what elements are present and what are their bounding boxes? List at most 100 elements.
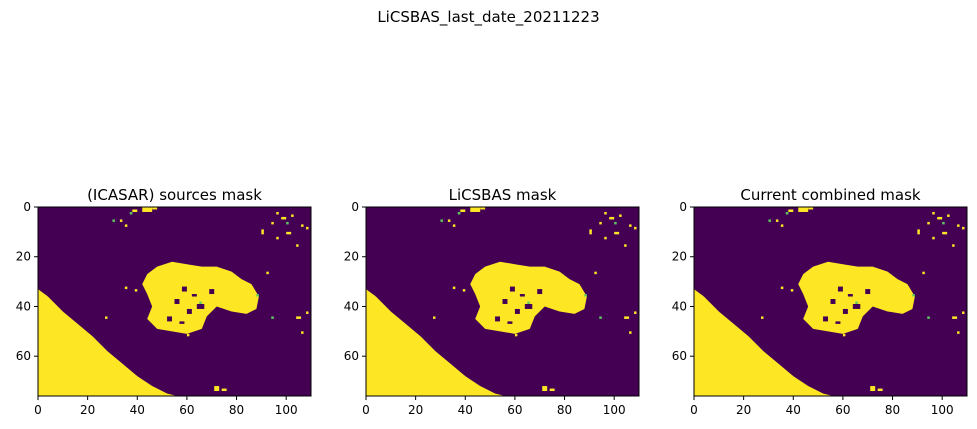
central-region bbox=[142, 261, 259, 334]
mask-edge-pixel bbox=[912, 294, 915, 297]
x-tick-label: 60 bbox=[835, 403, 850, 417]
mask-speckle bbox=[629, 331, 632, 334]
mask-speckle bbox=[957, 331, 960, 334]
y-tick-label: 60 bbox=[672, 349, 687, 363]
mask-speckle bbox=[105, 316, 108, 319]
mask-edge-pixel bbox=[584, 294, 587, 297]
y-tick-label: 20 bbox=[16, 250, 31, 264]
mask-speckle bbox=[629, 224, 632, 227]
mask-speckle bbox=[609, 216, 615, 220]
mask-speckle bbox=[124, 224, 128, 227]
mask-speckle bbox=[447, 219, 451, 222]
mask-speckle bbox=[594, 271, 597, 275]
mask-speckle bbox=[917, 229, 920, 235]
mask-hole bbox=[174, 299, 180, 304]
mask-speckle bbox=[301, 224, 304, 227]
mask-edge-pixel bbox=[768, 219, 771, 222]
mask-speckle bbox=[306, 226, 309, 230]
mask-speckle bbox=[922, 271, 925, 275]
mask-speckle bbox=[780, 286, 784, 290]
mask-speckle bbox=[775, 219, 779, 222]
y-tick-label: 20 bbox=[672, 250, 687, 264]
mask-hole bbox=[495, 316, 501, 322]
mask-speckle bbox=[276, 236, 279, 240]
mask-speckle bbox=[932, 211, 935, 215]
panel-title: (ICASAR) sources mask bbox=[87, 186, 262, 204]
y-tick-label: 60 bbox=[344, 349, 359, 363]
mask-speckle bbox=[480, 207, 486, 210]
x-tick-label: 80 bbox=[557, 403, 572, 417]
mask-speckle bbox=[261, 229, 264, 235]
mask-speckle bbox=[142, 207, 153, 212]
mask-speckle bbox=[842, 333, 846, 337]
mask-speckle bbox=[214, 386, 220, 392]
mask-hole bbox=[181, 286, 187, 292]
mask-edge-pixel bbox=[256, 294, 259, 297]
panel-title: Current combined mask bbox=[740, 186, 920, 204]
panel-title: LiCSBAS mask bbox=[449, 186, 557, 204]
mask-speckle bbox=[932, 236, 935, 240]
mask-speckle bbox=[614, 231, 620, 235]
mask-speckle bbox=[152, 207, 158, 210]
mask-edge-pixel bbox=[199, 301, 202, 304]
mask-speckle bbox=[624, 244, 627, 247]
mask-hole bbox=[835, 321, 841, 324]
y-tick-label: 20 bbox=[344, 250, 359, 264]
x-tick-label: 100 bbox=[931, 403, 954, 417]
mask-speckle bbox=[132, 209, 138, 212]
mask-hole bbox=[167, 316, 173, 322]
mask-speckle bbox=[624, 316, 630, 319]
mask-speckle bbox=[549, 388, 555, 392]
x-tick-label: 0 bbox=[362, 403, 370, 417]
mask-speckle bbox=[604, 236, 607, 240]
mask-hole bbox=[830, 299, 836, 304]
x-tick-label: 0 bbox=[690, 403, 698, 417]
mask-speckle bbox=[514, 333, 518, 337]
mask-panel-licsbas: LiCSBAS mask 0 20 40 60 80 100 0 20 40 60 bbox=[344, 186, 640, 417]
y-tick-label: 60 bbox=[16, 349, 31, 363]
y-tick-label: 40 bbox=[16, 299, 31, 313]
mask-speckle bbox=[296, 244, 299, 247]
mask-image bbox=[38, 207, 311, 396]
x-tick-label: 20 bbox=[408, 403, 423, 417]
mask-speckle bbox=[281, 216, 287, 220]
mask-hole bbox=[502, 299, 508, 304]
mask-edge-pixel bbox=[129, 211, 133, 215]
mask-hole bbox=[196, 303, 205, 309]
mask-speckle bbox=[798, 207, 809, 212]
mask-hole bbox=[524, 303, 533, 309]
mask-speckle bbox=[306, 311, 309, 314]
x-tick-label: 20 bbox=[736, 403, 751, 417]
mask-speckle bbox=[947, 214, 950, 217]
mask-speckle bbox=[291, 214, 294, 217]
mask-speckle bbox=[462, 289, 466, 292]
x-tick-label: 80 bbox=[229, 403, 244, 417]
mask-image bbox=[694, 207, 967, 396]
mask-speckle bbox=[433, 316, 436, 319]
mask-hole bbox=[865, 289, 871, 295]
mask-speckle bbox=[780, 224, 784, 227]
mask-speckle bbox=[124, 286, 128, 290]
central-region bbox=[470, 261, 587, 334]
mask-hole bbox=[823, 316, 829, 322]
mask-hole bbox=[837, 286, 843, 292]
axes-frame bbox=[693, 206, 968, 397]
mask-edge-pixel bbox=[599, 316, 602, 319]
x-tick-label: 20 bbox=[80, 403, 95, 417]
mask-hole bbox=[537, 289, 543, 295]
mask-speckle bbox=[619, 214, 622, 217]
mask-speckle bbox=[870, 386, 876, 392]
mask-edge-pixel bbox=[855, 301, 858, 304]
mask-hole bbox=[519, 294, 525, 297]
mask-hole bbox=[847, 294, 853, 297]
mask-speckle bbox=[962, 311, 965, 314]
x-tick-label: 40 bbox=[786, 403, 801, 417]
mask-speckle bbox=[266, 271, 269, 275]
mask-speckle bbox=[790, 289, 794, 292]
axes-frame bbox=[37, 206, 312, 397]
x-tick-label: 80 bbox=[885, 403, 900, 417]
mask-speckle bbox=[542, 386, 548, 392]
mask-hole bbox=[852, 303, 861, 309]
mask-speckle bbox=[937, 216, 943, 220]
y-tick-label: 40 bbox=[672, 299, 687, 313]
